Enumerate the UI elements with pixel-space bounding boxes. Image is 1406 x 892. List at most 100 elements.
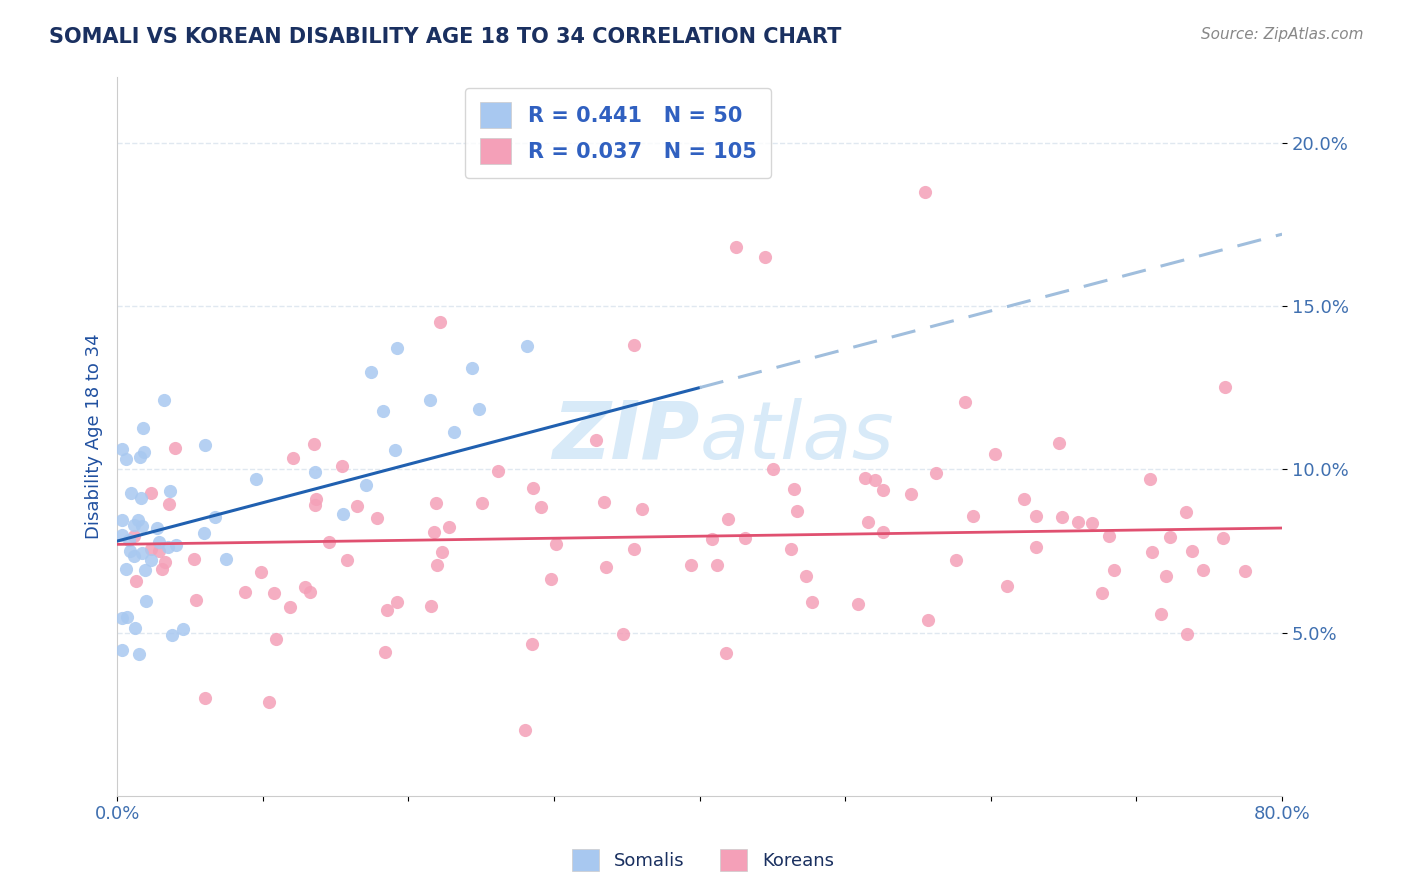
Point	[717, 511, 740, 525]
Point	[304, 437, 326, 451]
Point	[172, 622, 194, 636]
Point	[204, 510, 226, 524]
Point	[801, 595, 824, 609]
Point	[163, 441, 186, 455]
Point	[872, 483, 894, 497]
Point	[318, 535, 340, 549]
Point	[152, 561, 174, 575]
Point	[125, 574, 148, 588]
Point	[1025, 540, 1047, 554]
Point	[332, 507, 354, 521]
Point	[384, 443, 406, 458]
Point	[115, 610, 138, 624]
Point	[385, 341, 408, 355]
Point	[110, 642, 132, 657]
Point	[153, 392, 176, 407]
Point	[249, 566, 271, 580]
Point	[762, 462, 785, 476]
Point	[193, 526, 215, 541]
Point	[1047, 436, 1070, 450]
Text: Source: ZipAtlas.com: Source: ZipAtlas.com	[1201, 27, 1364, 42]
Point	[127, 513, 149, 527]
Point	[166, 538, 188, 552]
Point	[522, 482, 544, 496]
Point	[706, 558, 728, 573]
Point	[430, 544, 453, 558]
Y-axis label: Disability Age 18 to 34: Disability Age 18 to 34	[86, 334, 103, 540]
Point	[1140, 545, 1163, 559]
Point	[148, 535, 170, 549]
Point	[194, 691, 217, 706]
Point	[134, 445, 156, 459]
Point	[1139, 472, 1161, 486]
Point	[419, 393, 441, 408]
Point	[1025, 508, 1047, 523]
Point	[914, 185, 936, 199]
Point	[984, 447, 1007, 461]
Point	[257, 695, 280, 709]
Point	[233, 585, 256, 599]
Point	[122, 517, 145, 532]
Point	[122, 529, 145, 543]
Point	[139, 486, 162, 500]
Point	[118, 544, 141, 558]
Point	[900, 487, 922, 501]
Point	[513, 723, 536, 738]
Point	[546, 537, 568, 551]
Point	[872, 524, 894, 539]
Point	[461, 361, 484, 376]
Point	[1012, 491, 1035, 506]
Point	[754, 250, 776, 264]
Point	[157, 498, 180, 512]
Point	[299, 585, 322, 599]
Point	[360, 365, 382, 379]
Text: ZIP: ZIP	[553, 398, 700, 475]
Point	[146, 521, 169, 535]
Point	[437, 520, 460, 534]
Point	[124, 621, 146, 635]
Point	[917, 613, 939, 627]
Text: atlas: atlas	[700, 398, 894, 475]
Legend: R = 0.441   N = 50, R = 0.037   N = 105: R = 0.441 N = 50, R = 0.037 N = 105	[465, 87, 770, 178]
Point	[995, 579, 1018, 593]
Point	[530, 500, 553, 515]
Point	[131, 519, 153, 533]
Point	[373, 645, 395, 659]
Point	[1181, 544, 1204, 558]
Point	[725, 240, 748, 254]
Point	[612, 627, 634, 641]
Point	[278, 599, 301, 614]
Point	[679, 558, 702, 573]
Point	[486, 464, 509, 478]
Point	[114, 452, 136, 467]
Point	[135, 594, 157, 608]
Point	[953, 394, 976, 409]
Point	[585, 433, 607, 447]
Point	[429, 315, 451, 329]
Point	[779, 541, 801, 556]
Point	[183, 551, 205, 566]
Point	[156, 540, 179, 554]
Point	[858, 515, 880, 529]
Point	[714, 646, 737, 660]
Point	[110, 513, 132, 527]
Point	[1098, 529, 1121, 543]
Point	[283, 451, 305, 466]
Legend: Somalis, Koreans: Somalis, Koreans	[565, 842, 841, 879]
Point	[631, 501, 654, 516]
Point	[129, 491, 152, 505]
Point	[1067, 516, 1090, 530]
Point	[734, 531, 756, 545]
Point	[443, 425, 465, 440]
Point	[385, 595, 408, 609]
Point	[354, 478, 377, 492]
Point	[194, 438, 217, 452]
Point	[1102, 563, 1125, 577]
Point	[110, 442, 132, 457]
Point	[1175, 505, 1198, 519]
Point	[794, 569, 817, 583]
Point	[1159, 530, 1181, 544]
Point	[294, 580, 316, 594]
Point	[115, 562, 138, 576]
Point	[131, 546, 153, 560]
